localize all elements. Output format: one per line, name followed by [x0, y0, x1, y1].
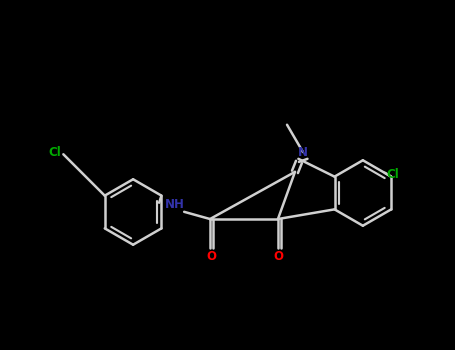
- Text: N: N: [298, 146, 308, 159]
- Text: O: O: [274, 250, 284, 263]
- Text: Cl: Cl: [49, 146, 61, 159]
- Text: NH: NH: [165, 198, 185, 211]
- Text: O: O: [206, 250, 216, 263]
- Text: Cl: Cl: [386, 168, 399, 182]
